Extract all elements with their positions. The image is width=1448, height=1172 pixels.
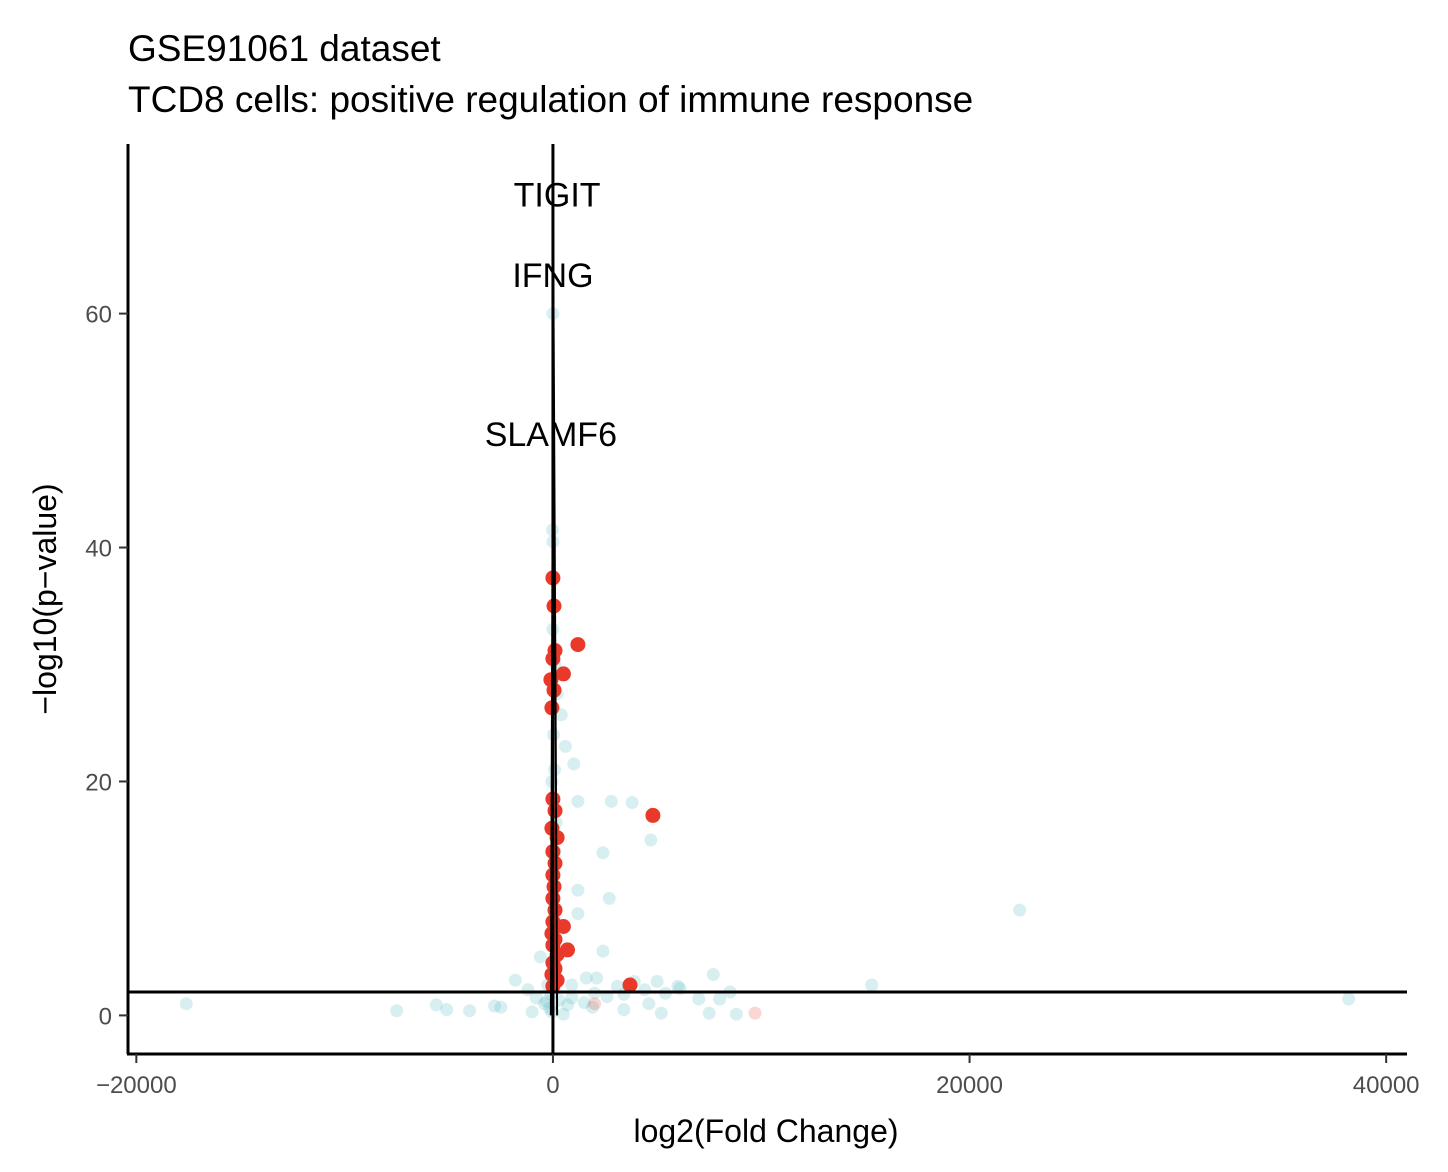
background-gene-point — [590, 971, 604, 985]
background-gene-point — [1013, 903, 1027, 917]
background-gene-point — [533, 950, 547, 964]
background-gene-point — [556, 1007, 570, 1021]
background-gene-point — [713, 992, 727, 1006]
y-tick-label: 0 — [99, 1003, 112, 1030]
y-axis-ticks: 0 20 40 60 — [85, 302, 128, 1030]
background-gene-point — [692, 992, 706, 1006]
background-gene-point — [644, 833, 658, 847]
background-gene-point — [611, 979, 624, 993]
background-gene-point — [650, 975, 664, 988]
x-tick-label: −20000 — [96, 1072, 177, 1099]
background-gene-point — [571, 883, 585, 897]
background-gene-point — [604, 794, 618, 808]
x-tick-label: 40000 — [1353, 1072, 1420, 1099]
y-tick-label: 60 — [85, 302, 112, 329]
background-gene-point — [429, 998, 443, 1012]
faded-pathway-gene-point — [748, 1006, 762, 1020]
background-gene-point — [525, 1005, 539, 1019]
plot-panel: TIGIT IFNG SLAMF6 — [128, 144, 1407, 1054]
background-gene-point — [625, 796, 639, 809]
pathway-gene-point — [555, 919, 571, 934]
background-gene-point — [548, 763, 562, 777]
x-tick-label: 0 — [546, 1072, 559, 1099]
background-gene-point — [558, 739, 572, 753]
background-gene-point — [586, 1000, 599, 1014]
pathway-gene-point — [570, 637, 586, 653]
background-gene-point — [702, 1006, 716, 1020]
background-gene-point — [488, 999, 502, 1013]
gene-label: IFNG — [512, 257, 593, 295]
pathway-gene-point — [547, 803, 563, 819]
background-gene-point — [602, 891, 616, 905]
background-gene-point — [596, 944, 610, 958]
background-gene-point — [565, 991, 579, 1005]
pathway-gene-point — [622, 977, 638, 993]
faded-pathway-gene-point — [588, 997, 602, 1011]
background-gene-point — [706, 968, 720, 981]
y-tick-label: 40 — [85, 536, 112, 563]
chart-subtitle: TCD8 cells: positive regulation of immun… — [128, 79, 973, 120]
x-axis-ticks: −20000 0 20000 40000 — [96, 1054, 1420, 1099]
background-gene-point — [567, 757, 581, 771]
background-gene-point — [571, 907, 585, 921]
background-gene-point — [390, 1004, 404, 1018]
background-gene-point — [561, 998, 574, 1012]
background-gene-point — [494, 1000, 508, 1014]
chart-title: GSE91061 dataset — [128, 28, 441, 69]
background-gene-point — [463, 1004, 477, 1018]
background-gene-point — [617, 1003, 631, 1017]
gene-label: SLAMF6 — [485, 416, 617, 454]
background-gene-point — [179, 997, 193, 1011]
background-gene-point — [865, 978, 879, 992]
background-gene-point — [642, 997, 656, 1011]
pathway-gene-point — [645, 807, 661, 823]
background-gene-point — [654, 1006, 668, 1020]
background-gene-point — [571, 794, 585, 808]
background-gene-point — [1342, 992, 1356, 1006]
background-gene-point — [577, 996, 591, 1009]
background-gene-point — [440, 1003, 454, 1017]
y-tick-label: 20 — [85, 769, 112, 796]
pathway-gene-point — [555, 666, 571, 682]
gene-label: TIGIT — [514, 176, 601, 214]
background-gene-point — [508, 973, 522, 987]
label-leader-line — [549, 436, 554, 1016]
x-tick-label: 20000 — [936, 1072, 1003, 1099]
background-gene-point — [596, 846, 610, 860]
background-gene-point — [538, 997, 552, 1011]
x-axis-title: log2(Fold Change) — [633, 1113, 898, 1149]
background-gene-point — [638, 983, 652, 997]
background-gene-point — [729, 1007, 743, 1021]
background-gene-point — [671, 979, 685, 993]
background-gene-point — [579, 971, 593, 985]
background-gene-point — [565, 978, 579, 992]
background-gene-point — [552, 993, 566, 1007]
background-gene-point — [529, 991, 543, 1005]
y-axis-title: −log10(p−value) — [27, 483, 63, 714]
